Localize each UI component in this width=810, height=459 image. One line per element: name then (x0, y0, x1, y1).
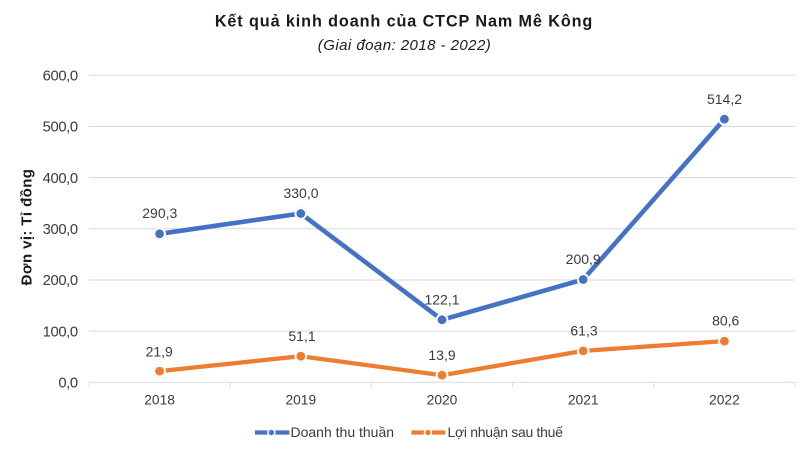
svg-text:200,0: 200,0 (43, 273, 78, 289)
svg-text:2022: 2022 (709, 393, 740, 408)
svg-text:330,0: 330,0 (283, 185, 318, 201)
svg-text:300,0: 300,0 (43, 222, 78, 238)
svg-text:21,9: 21,9 (146, 343, 173, 359)
svg-text:0,0: 0,0 (58, 376, 78, 392)
svg-text:Đơn vị: Tỉ đồng: Đơn vị: Tỉ đồng (19, 169, 36, 286)
svg-text:2021: 2021 (568, 393, 599, 408)
svg-text:2019: 2019 (285, 393, 316, 408)
svg-text:80,6: 80,6 (712, 313, 739, 329)
svg-text:2020: 2020 (427, 393, 458, 408)
svg-text:(Giai đoạn: 2018 - 2022): (Giai đoạn: 2018 - 2022) (318, 37, 491, 54)
svg-text:290,3: 290,3 (142, 205, 177, 221)
svg-text:Kết quả kinh doanh của CTCP Na: Kết quả kinh doanh của CTCP Nam Mê Kông (215, 12, 593, 30)
svg-text:51,1: 51,1 (288, 328, 315, 344)
svg-text:600,0: 600,0 (43, 69, 78, 85)
svg-text:200,9: 200,9 (566, 251, 601, 267)
svg-text:122,1: 122,1 (424, 291, 459, 307)
svg-text:61,3: 61,3 (570, 323, 597, 339)
svg-text:13,9: 13,9 (428, 347, 455, 363)
svg-text:514,2: 514,2 (707, 91, 742, 107)
svg-text:400,0: 400,0 (43, 171, 78, 187)
svg-text:2018: 2018 (144, 393, 175, 408)
svg-text:Lợi nhuận sau thuế: Lợi nhuận sau thuế (448, 424, 564, 440)
svg-text:100,0: 100,0 (43, 324, 78, 340)
svg-text:500,0: 500,0 (43, 120, 78, 136)
svg-text:Doanh thu thuần: Doanh thu thuần (291, 424, 395, 440)
